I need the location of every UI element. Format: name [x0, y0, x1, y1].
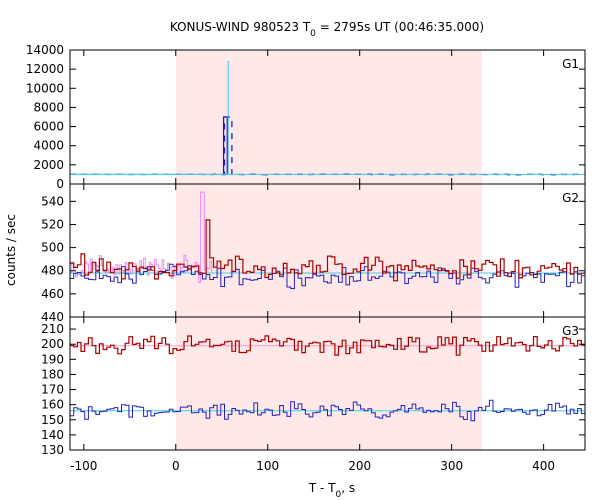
chart-title-main: KONUS-WIND 980523 T	[170, 20, 311, 34]
panel-g2: 440 460 480 500 520 540 G2	[41, 183, 586, 324]
y-tick-label: 0	[56, 177, 64, 191]
series-g2-fine	[70, 191, 213, 283]
y-tick-label: 12000	[26, 62, 64, 76]
x-tick-label: 400	[532, 459, 555, 473]
y-tick-label: 140	[41, 428, 64, 442]
series-g2-red	[70, 219, 585, 282]
x-tick-label: 0	[172, 459, 180, 473]
highlight-interval	[175, 184, 483, 317]
y-tick-label: 520	[41, 217, 64, 231]
y-axis-title: counts / sec	[4, 214, 18, 286]
series-g3-red	[70, 335, 585, 356]
y-tick-label: 160	[41, 398, 64, 412]
y-tick-label: 480	[41, 264, 64, 278]
y-tick-label: 440	[41, 310, 64, 324]
panel-label: G1	[562, 57, 579, 71]
series-g2-blue	[70, 263, 585, 289]
y-tick-label: 2000	[33, 158, 64, 172]
chart-title-sub: 0	[310, 29, 316, 39]
panel-frame	[69, 316, 586, 451]
y-tick-label: 540	[41, 194, 64, 208]
panel-label: G3	[562, 324, 579, 338]
panel-label: G2	[562, 191, 579, 205]
x-axis-title: T - T0, s	[308, 481, 355, 500]
highlight-interval	[175, 50, 483, 184]
y-tick-label: 460	[41, 287, 64, 301]
chart-title-rest: = 2795s UT (00:46:35.000)	[316, 20, 484, 34]
y-tick-label: 500	[41, 241, 64, 255]
y-tick-label: 10000	[26, 81, 64, 95]
x-tick-label: -100	[70, 459, 97, 473]
y-tick-label: 4000	[33, 139, 64, 153]
series-g1-peak	[222, 116, 228, 175]
x-tick-label: 200	[348, 459, 371, 473]
y-tick-label: 190	[41, 352, 64, 366]
panel-g1: 0 2000 4000 6000 8000 10000 12000 14000 G1	[26, 43, 586, 191]
highlight-interval	[175, 317, 483, 450]
y-tick-label: 150	[41, 413, 64, 427]
y-tick-label: 6000	[33, 120, 64, 134]
y-tick-label: 8000	[33, 100, 64, 114]
y-tick-label: 200	[41, 337, 64, 351]
y-tick-label: 14000	[26, 43, 64, 57]
x-axis-title-main: T - T	[308, 481, 336, 495]
x-axis-title-rest: , s	[341, 481, 355, 495]
y-tick-label: 170	[41, 383, 64, 397]
series-g3-blue	[70, 399, 585, 422]
y-tick-label: 210	[41, 322, 64, 336]
y-tick-label: 180	[41, 367, 64, 381]
chart-title: KONUS-WIND 980523 T0 = 2795s UT (00:46:3…	[170, 20, 484, 39]
x-tick-label: 100	[256, 459, 279, 473]
x-axis-title-sub: 0	[336, 490, 342, 500]
y-tick-label: 130	[41, 443, 64, 457]
x-tick-label: 300	[440, 459, 463, 473]
